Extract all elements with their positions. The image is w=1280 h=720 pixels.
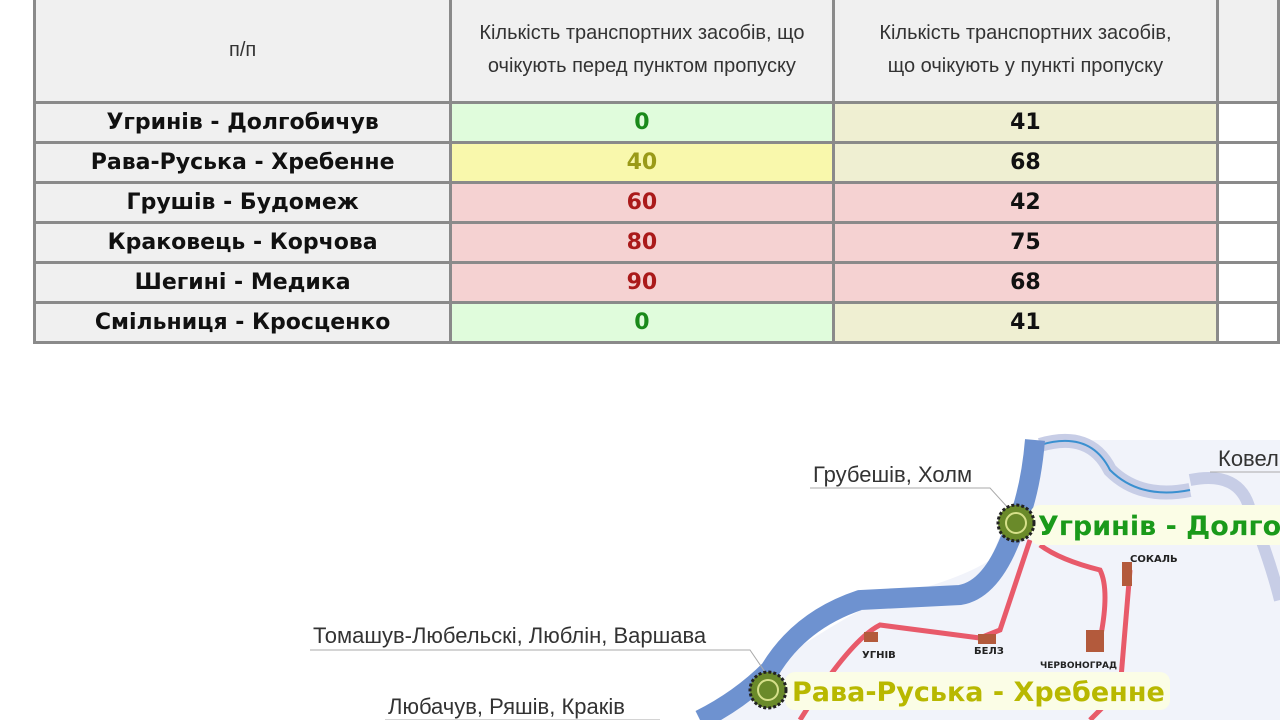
header-number: п/п	[32, 0, 453, 104]
extra-cell	[1216, 301, 1280, 344]
table-row: Рава-Руська - Хребенне 40 68	[32, 141, 1280, 184]
checkpoint-name: Рава-Руська - Хребенне	[32, 141, 453, 184]
direction-label: Любачув, Ряшів, Краків	[388, 694, 625, 719]
direction-label: Ковел	[1218, 446, 1279, 471]
town-label: СОКАЛЬ	[1130, 554, 1178, 565]
border-queue-table: п/п Кількість транспортних засобів, що о…	[32, 0, 1280, 344]
table-row: Шегині - Медика 90 68	[32, 261, 1280, 304]
checkpoint-label-uhryniv[interactable]: Угринів - Долго	[1038, 511, 1280, 542]
extra-cell	[1216, 221, 1280, 264]
checkpoint-name: Шегині - Медика	[32, 261, 453, 304]
table-row: Угринів - Долгобичув 0 41	[32, 101, 1280, 144]
header-extra	[1216, 0, 1280, 104]
checkpoint-name: Грушів - Будомеж	[32, 181, 453, 224]
waiting-before-count: 80	[449, 221, 835, 264]
waiting-inside-count: 41	[831, 301, 1220, 344]
table-row: Грушів - Будомеж 60 42	[32, 181, 1280, 224]
waiting-before-count: 90	[449, 261, 835, 304]
extra-cell	[1216, 181, 1280, 224]
header-waiting-inside: Кількість транспортних засобів, що очіку…	[831, 0, 1220, 104]
town-label: ЧЕРВОНОГРАД	[1040, 661, 1117, 671]
direction-label: Томашув-Любельскі, Люблін, Варшава	[313, 623, 707, 648]
checkpoint-name: Краковець - Корчова	[32, 221, 453, 264]
waiting-before-count: 60	[449, 181, 835, 224]
table-row: Смільниця - Кросценко 0 41	[32, 301, 1280, 344]
direction-label: Грубешів, Холм	[813, 462, 972, 487]
table-row: Краковець - Корчова 80 75	[32, 221, 1280, 264]
town-label: БЕЛЗ	[974, 646, 1004, 657]
checkpoint-label-rava-ruska[interactable]: Рава-Руська - Хребенне	[792, 677, 1165, 708]
checkpoint-name: Угринів - Долгобичув	[32, 101, 453, 144]
waiting-before-count: 0	[449, 101, 835, 144]
waiting-inside-count: 75	[831, 221, 1220, 264]
waiting-before-count: 40	[449, 141, 835, 184]
checkpoint-name: Смільниця - Кросценко	[32, 301, 453, 344]
extra-cell	[1216, 141, 1280, 184]
waiting-before-count: 0	[449, 301, 835, 344]
waiting-inside-count: 42	[831, 181, 1220, 224]
waiting-inside-count: 68	[831, 261, 1220, 304]
town-label: УГНІВ	[862, 650, 896, 661]
header-waiting-before: Кількість транспортних засобів, що очіку…	[449, 0, 835, 104]
extra-cell	[1216, 101, 1280, 144]
waiting-inside-count: 41	[831, 101, 1220, 144]
extra-cell	[1216, 261, 1280, 304]
customs-emblem-icon	[748, 670, 788, 710]
customs-emblem-icon	[996, 503, 1036, 543]
border-map: УГНІВ БЕЛЗ СОКАЛЬ ЧЕРВОНОГРАД Грубешів, …	[0, 380, 1280, 720]
waiting-inside-count: 68	[831, 141, 1220, 184]
